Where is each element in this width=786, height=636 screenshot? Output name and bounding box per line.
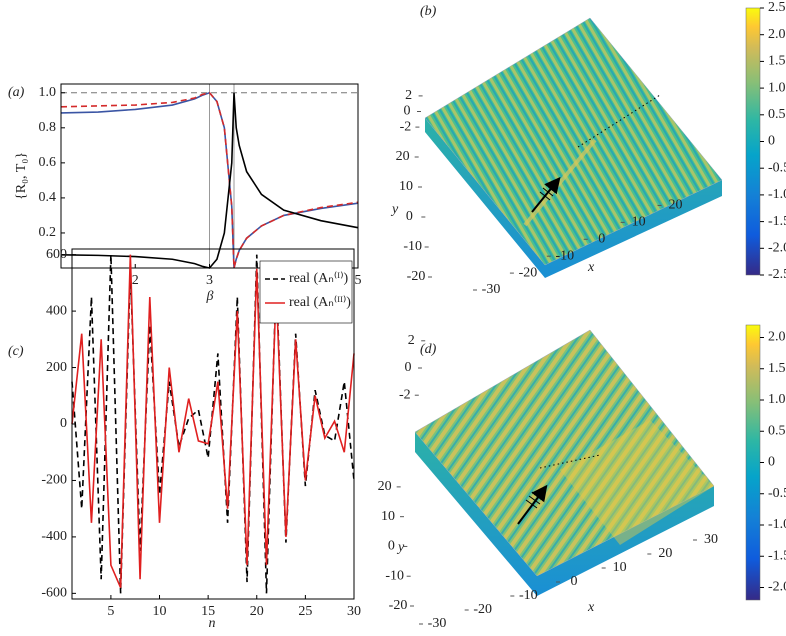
- y-tick-label: 0: [60, 416, 67, 431]
- colorbar-tick-label: 2.5: [768, 0, 786, 15]
- x-tick-label: 0: [598, 231, 605, 246]
- y-tick-label: 0: [406, 209, 413, 224]
- colorbar-tick-label: -0.5: [768, 486, 786, 501]
- colorbar-tick-label: 1.5: [768, 361, 786, 376]
- legend-box: [259, 260, 353, 324]
- y-tick-label: -10: [385, 568, 404, 583]
- colorbar-tick-label: -0.5: [768, 160, 786, 175]
- y-axis-label: y: [396, 540, 405, 555]
- colorbar-tick-label: 1.0: [768, 392, 786, 407]
- surface-d: [414, 329, 715, 596]
- colorbar: [745, 7, 761, 276]
- y-tick-label: 20: [378, 479, 392, 494]
- x-tick-label: -30: [482, 282, 501, 297]
- x-tick-label: -20: [519, 265, 538, 280]
- y-tick-label: -200: [41, 473, 67, 488]
- y-tick-label: 1.0: [39, 85, 57, 100]
- colorbar-tick-label: -1.5: [768, 548, 786, 563]
- colorbar-tick-label: 2.0: [768, 27, 786, 42]
- y-tick-label: -400: [41, 529, 67, 544]
- colorbar-tick-label: -1.0: [768, 187, 786, 202]
- legend-label: real (Aₙ⁽ᴵᴵ⁾): [289, 295, 351, 310]
- x-tick-label: 2: [132, 273, 139, 288]
- colorbar-tick-label: 0.5: [768, 107, 786, 122]
- x-tick-label: 20: [658, 546, 672, 561]
- y-tick-label: -20: [389, 598, 408, 613]
- y-tick-label: 0.2: [39, 225, 57, 240]
- colorbar-tick-label: 0.5: [768, 423, 786, 438]
- z-tick-label: 2: [408, 333, 415, 348]
- data-line: [60, 91, 359, 269]
- colorbar-tick-label: -2.5: [768, 267, 786, 282]
- x-tick-label: 20: [250, 604, 264, 619]
- x-tick-label: 10: [153, 604, 167, 619]
- colorbar-tick-label: 0: [768, 455, 775, 470]
- z-tick-label: -2: [399, 387, 411, 402]
- x-tick-label: -20: [473, 602, 492, 617]
- panel-label: (b): [420, 4, 437, 19]
- x-tick-label: 3: [206, 273, 213, 288]
- data-line: [71, 254, 355, 589]
- y-tick-label: 600: [46, 247, 67, 262]
- y-tick-label: 10: [381, 509, 395, 524]
- x-tick-label: 10: [632, 215, 646, 230]
- y-tick-label: -20: [407, 269, 426, 284]
- colorbar-tick-label: 1.5: [768, 54, 786, 69]
- x-tick-label: -30: [428, 616, 447, 631]
- x-tick-label: 20: [669, 198, 683, 213]
- surface-b: [424, 17, 723, 278]
- x-axis-label: n: [209, 616, 216, 631]
- y-tick-label: 0.4: [39, 190, 57, 205]
- x-tick-label: 15: [201, 604, 215, 619]
- y-tick-label: -10: [403, 239, 422, 254]
- y-tick-label: 200: [46, 360, 67, 375]
- z-tick-label: 0: [404, 104, 411, 119]
- y-tick-label: 0.6: [39, 155, 57, 170]
- colorbar-tick-label: -1.5: [768, 214, 786, 229]
- y-tick-label: -600: [41, 586, 67, 601]
- panel-label: (a): [8, 85, 25, 100]
- legend-label: real (Aₙ⁽ᴵ⁾): [289, 271, 349, 286]
- colorbar-tick-label: -2.0: [768, 241, 786, 256]
- y-tick-label: 0.8: [39, 120, 57, 135]
- z-tick-label: -2: [400, 119, 412, 134]
- panel-label: (d): [420, 342, 437, 357]
- x-tick-label: -10: [519, 588, 538, 603]
- x-tick-label: 5: [107, 604, 114, 619]
- x-tick-label: 25: [298, 604, 312, 619]
- panel-label: (c): [8, 344, 24, 359]
- y-tick-label: 0: [388, 539, 395, 554]
- x-tick-label: 5: [355, 273, 362, 288]
- x-axis-label: x: [587, 260, 595, 275]
- z-tick-label: 0: [405, 360, 412, 375]
- colorbar-tick-label: 2.0: [768, 330, 786, 345]
- y-axis-label: y: [390, 202, 399, 217]
- colorbar-tick-label: 0: [768, 134, 775, 149]
- colorbar-tick-label: -2.0: [768, 580, 786, 595]
- y-axis-label: {R₀, T₀}: [14, 152, 29, 200]
- x-tick-label: -10: [555, 248, 574, 263]
- data-line: [60, 92, 359, 269]
- y-tick-label: 20: [396, 149, 410, 164]
- colorbar-tick-label: -1.0: [768, 517, 786, 532]
- x-axis-label: x: [587, 600, 595, 615]
- colorbar: [745, 324, 761, 601]
- x-tick-label: 0: [571, 574, 578, 589]
- x-tick-label: 30: [704, 532, 718, 547]
- z-tick-label: 2: [405, 88, 412, 103]
- colorbar-tick-label: 1.0: [768, 80, 786, 95]
- x-tick-label: 10: [613, 560, 627, 575]
- y-tick-label: 10: [399, 179, 413, 194]
- x-tick-label: 30: [347, 604, 361, 619]
- x-axis-label: β: [206, 289, 214, 304]
- y-tick-label: 400: [46, 303, 67, 318]
